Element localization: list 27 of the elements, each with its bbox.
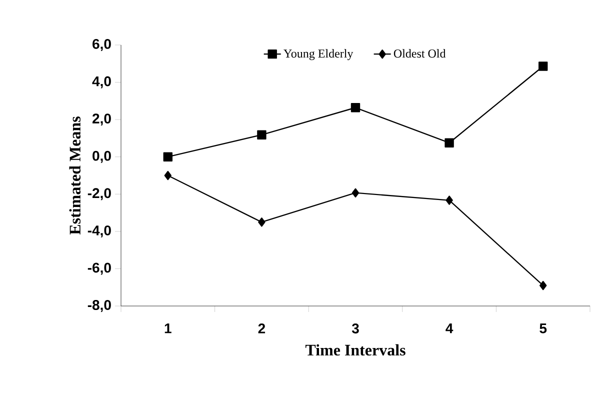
y-tick-label: -4,0 [88, 225, 111, 238]
point [538, 62, 548, 71]
x-tick-label: 4 [446, 324, 454, 334]
point [163, 152, 172, 162]
point [350, 103, 360, 112]
point [444, 138, 454, 148]
y-tick-label: -6,0 [88, 262, 111, 275]
x-tick-label: 1 [164, 324, 172, 334]
y-tick-label: 0,0 [92, 150, 111, 163]
y-tick-label: -8,0 [88, 300, 111, 312]
x-tick-label: 5 [540, 324, 547, 334]
point [540, 280, 547, 290]
x-tick-label: 2 [258, 324, 266, 334]
y-tick-label: 2,0 [92, 114, 111, 126]
x-tick-label: 3 [352, 324, 359, 334]
legend-label: Oldest Old [394, 49, 446, 58]
point [164, 170, 172, 180]
legend-label: Young Elderly [284, 49, 354, 60]
y-tick-label: -2,0 [88, 188, 111, 200]
y-tick-label: 6,0 [92, 39, 111, 51]
y-axis-title: Estimated Means [69, 116, 81, 235]
y-tick-label: 4,0 [92, 76, 111, 88]
point [258, 218, 266, 227]
point [352, 188, 360, 198]
point [257, 130, 266, 140]
point [446, 196, 453, 205]
x-axis-title: Time Intervals [305, 344, 406, 356]
